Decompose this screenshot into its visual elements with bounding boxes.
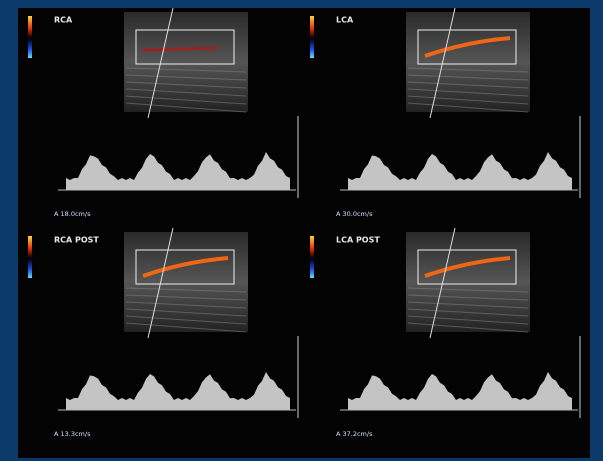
color-scale (28, 236, 32, 278)
flow (143, 48, 218, 50)
measurement: A 18.0cm/s (54, 210, 91, 218)
color-scale (310, 16, 314, 58)
color-scale (310, 236, 314, 278)
measurement: A 13.3cm/s (54, 430, 91, 438)
panel-label: LCA (336, 16, 354, 25)
panel-label: LCA POST (336, 236, 380, 245)
measurement: A 30.0cm/s (336, 210, 373, 218)
panel-label: RCA (54, 16, 73, 25)
color-scale (28, 16, 32, 58)
panel-label: RCA POST (54, 236, 99, 245)
measurement: A 37.2cm/s (336, 430, 373, 438)
ultrasound-figure: RCA A 18.0cm/s LCA A 30.0cm/s RCA POST A 13.3… (0, 0, 603, 461)
